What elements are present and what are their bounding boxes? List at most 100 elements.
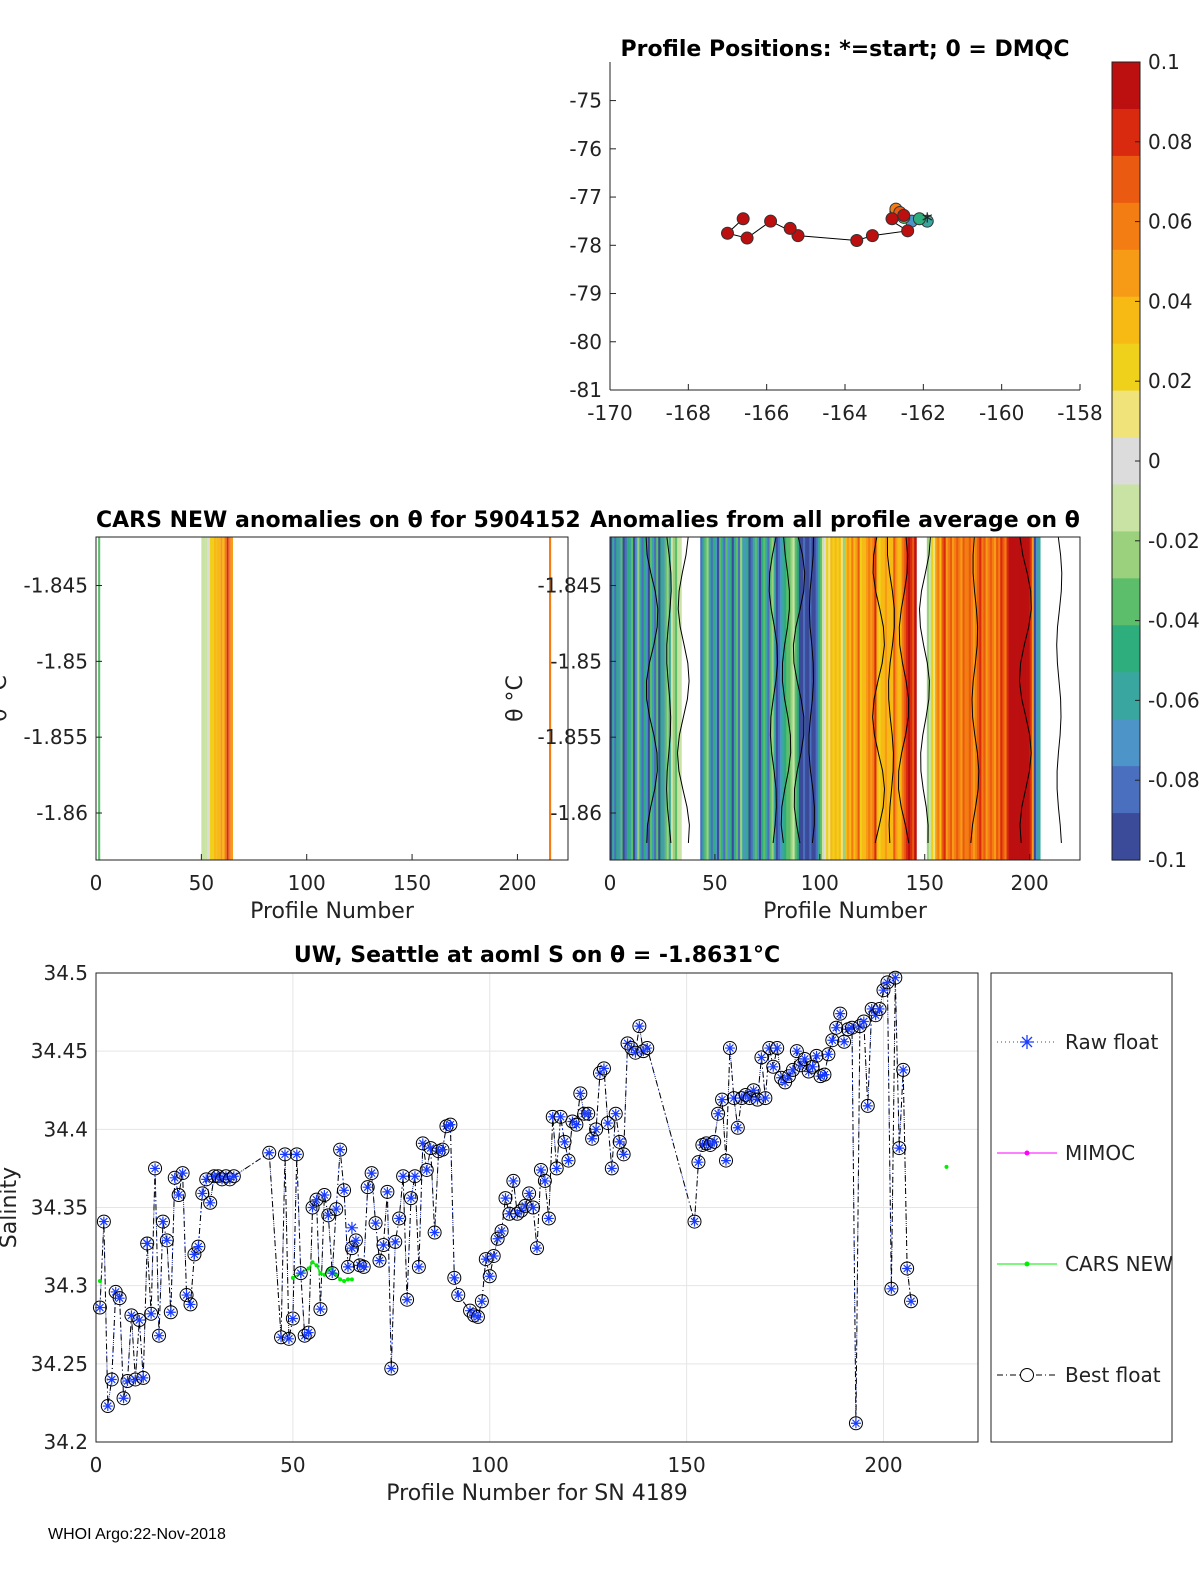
best-float-marker	[604, 1161, 619, 1176]
cars-anomaly-column	[220, 537, 223, 860]
anomaly-column	[777, 537, 781, 860]
colorbar-tick-label: 0.06	[1148, 210, 1193, 234]
anomaly-column	[817, 537, 821, 860]
anomaly-column	[700, 537, 703, 860]
cars-anomaly-frame	[95, 536, 569, 861]
raw-float-marker	[602, 1118, 613, 1129]
raw-float-marker	[390, 1236, 401, 1247]
cars-anomaly-column	[224, 537, 227, 860]
colorbar-tick-label: 0.02	[1148, 369, 1193, 393]
best-float-marker	[589, 1122, 604, 1137]
anomaly-column	[742, 537, 745, 860]
cars-new-point	[314, 1263, 319, 1268]
best-float-marker	[754, 1050, 769, 1065]
cars-new-point	[349, 1277, 354, 1282]
best-float-marker	[451, 1288, 466, 1303]
anomaly-column	[647, 537, 651, 860]
anomaly-column	[790, 537, 793, 860]
cars-new-point	[944, 1164, 949, 1169]
raw-float-marker	[492, 1233, 503, 1244]
colorbar-swatch	[1112, 249, 1140, 298]
raw-float-marker	[264, 1147, 275, 1158]
anomaly-column	[769, 537, 772, 860]
best-float-marker	[423, 1141, 438, 1156]
best-float-marker	[301, 1325, 316, 1340]
anomaly-column	[1035, 537, 1039, 860]
positions-y-tick-label: -79	[569, 282, 602, 306]
colorbar-swatch	[1112, 766, 1140, 814]
anomaly-column	[752, 537, 756, 860]
raw-float-marker	[346, 1243, 357, 1254]
raw-float-marker	[571, 1119, 582, 1130]
legend-dot-marker	[1024, 1150, 1030, 1156]
colorbar-swatch	[1112, 813, 1140, 861]
anomaly-column	[664, 537, 668, 860]
anomaly-column	[956, 537, 959, 860]
raw-float-marker	[614, 1136, 625, 1147]
best-float-marker	[825, 1033, 840, 1048]
anomaly-column	[641, 537, 644, 860]
anomaly-contour-line	[897, 536, 910, 844]
cars-anomaly-column	[205, 537, 208, 860]
best-float-marker	[163, 1305, 178, 1320]
raw-float-marker	[138, 1372, 149, 1383]
raw-float-marker	[587, 1133, 598, 1144]
best-float-marker	[112, 1291, 127, 1306]
positions-x-tick-label: -170	[587, 401, 632, 425]
positions-y-tick-label: -81	[569, 378, 602, 402]
raw-float-marker	[378, 1240, 389, 1251]
raw-float-marker	[878, 985, 889, 996]
anomaly-column	[1012, 537, 1016, 860]
best-float-marker	[758, 1091, 773, 1106]
anomaly-column	[763, 537, 766, 860]
best-float-marker	[140, 1236, 155, 1251]
colorbar-swatch	[1112, 155, 1140, 204]
positions-x-tick-label: -164	[822, 401, 867, 425]
raw-float-marker	[307, 1202, 318, 1213]
anomaly-column	[838, 537, 842, 860]
anomaly-column	[937, 537, 940, 860]
best-float-marker	[447, 1270, 462, 1285]
best-float-marker	[372, 1253, 387, 1268]
raw-float-marker	[850, 1418, 861, 1429]
anomaly-column	[733, 537, 737, 860]
raw-float-marker	[354, 1260, 365, 1271]
raw-float-marker	[488, 1250, 499, 1261]
raw-float-marker	[693, 1157, 704, 1168]
anomaly-column	[654, 537, 657, 860]
raw-float-marker	[634, 1021, 645, 1032]
anomaly-column	[679, 537, 682, 860]
raw-float-marker	[705, 1139, 716, 1150]
best-float-marker	[262, 1145, 277, 1160]
all-y-tick-label: -1.845	[538, 574, 602, 598]
anomaly-column	[845, 537, 848, 860]
cars-x-tick-label: 150	[393, 871, 431, 895]
colorbar-swatch	[1112, 343, 1140, 392]
best-float-marker	[155, 1214, 170, 1229]
anomaly-column	[643, 537, 647, 860]
salinity-title: UW, Seattle at aoml S on θ = -1.8631°C	[294, 943, 780, 968]
anomaly-column	[714, 537, 718, 860]
raw-float-marker	[847, 1022, 857, 1033]
best-float-marker	[384, 1361, 399, 1376]
raw-float-marker	[480, 1254, 491, 1265]
anomaly-column	[779, 537, 783, 860]
raw-float-marker	[165, 1307, 176, 1318]
best-float-marker	[722, 1041, 737, 1056]
anomaly-column	[910, 537, 913, 860]
raw-float-marker	[224, 1174, 235, 1185]
anomaly-column	[1000, 537, 1003, 860]
anomaly-column	[863, 537, 867, 860]
anomaly-column	[872, 537, 875, 860]
anomaly-column	[981, 537, 984, 860]
anomaly-column	[712, 537, 716, 860]
raw-float-marker	[409, 1171, 420, 1182]
cars-anomaly-column	[228, 537, 231, 860]
anomaly-contour-line	[1056, 536, 1063, 844]
raw-float-marker	[496, 1225, 507, 1236]
best-float-marker	[325, 1266, 340, 1281]
anomaly-column	[612, 537, 615, 860]
raw-float-marker	[508, 1175, 519, 1186]
anomaly-column	[1002, 537, 1005, 860]
raw-float-marker	[697, 1139, 708, 1150]
